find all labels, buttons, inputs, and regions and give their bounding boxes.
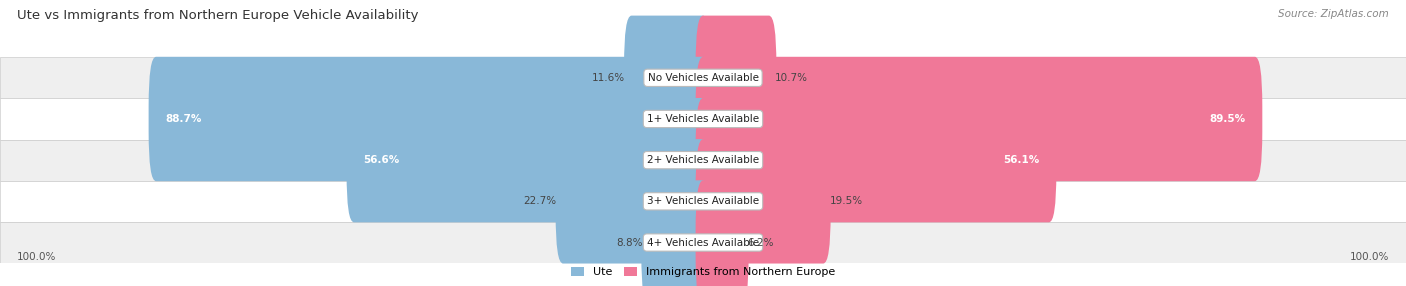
Bar (0, 57, 1406, 98)
FancyBboxPatch shape (696, 98, 1056, 222)
FancyBboxPatch shape (641, 180, 710, 286)
FancyBboxPatch shape (346, 98, 710, 222)
FancyBboxPatch shape (696, 139, 831, 263)
Text: Source: ZipAtlas.com: Source: ZipAtlas.com (1278, 9, 1389, 19)
Text: 100.0%: 100.0% (17, 253, 56, 262)
Text: 19.5%: 19.5% (830, 196, 862, 206)
Legend: Ute, Immigrants from Northern Europe: Ute, Immigrants from Northern Europe (568, 263, 838, 281)
Text: 22.7%: 22.7% (523, 196, 557, 206)
Bar (0, 222, 1406, 263)
Text: 10.7%: 10.7% (775, 73, 808, 83)
Text: 4+ Vehicles Available: 4+ Vehicles Available (647, 238, 759, 247)
Text: 100.0%: 100.0% (1350, 253, 1389, 262)
FancyBboxPatch shape (624, 16, 710, 140)
Text: 6.2%: 6.2% (748, 238, 773, 247)
FancyBboxPatch shape (696, 180, 748, 286)
FancyBboxPatch shape (696, 57, 1263, 181)
Text: 8.8%: 8.8% (616, 238, 643, 247)
Text: 56.6%: 56.6% (363, 155, 399, 165)
Text: No Vehicles Available: No Vehicles Available (648, 73, 758, 83)
Bar (0, 98, 1406, 140)
Text: 3+ Vehicles Available: 3+ Vehicles Available (647, 196, 759, 206)
FancyBboxPatch shape (696, 16, 776, 140)
Text: 11.6%: 11.6% (592, 73, 626, 83)
FancyBboxPatch shape (149, 57, 710, 181)
Text: 88.7%: 88.7% (166, 114, 201, 124)
Text: Ute vs Immigrants from Northern Europe Vehicle Availability: Ute vs Immigrants from Northern Europe V… (17, 9, 419, 21)
Text: 1+ Vehicles Available: 1+ Vehicles Available (647, 114, 759, 124)
Text: 56.1%: 56.1% (1004, 155, 1039, 165)
FancyBboxPatch shape (555, 139, 710, 263)
Text: 89.5%: 89.5% (1209, 114, 1246, 124)
Bar (0, 181, 1406, 222)
Text: 2+ Vehicles Available: 2+ Vehicles Available (647, 155, 759, 165)
Bar (0, 140, 1406, 181)
